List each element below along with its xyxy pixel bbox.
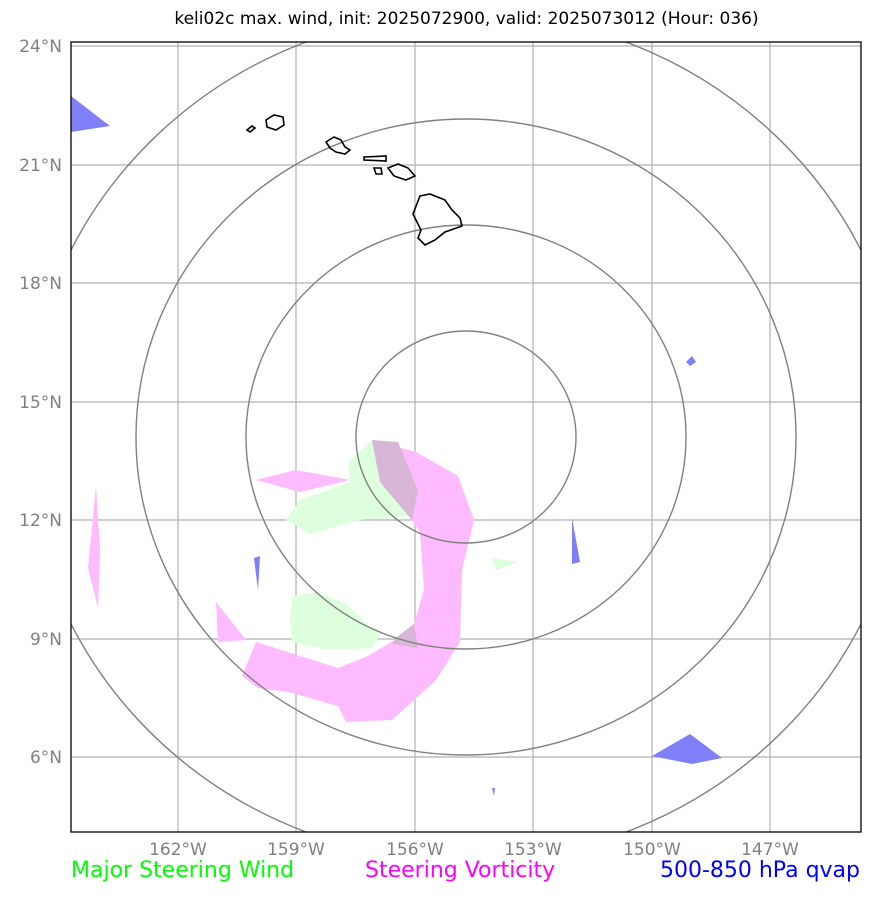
lat-tick-label: 9°N: [30, 630, 62, 650]
map-title: keli02c max. wind, init: 2025072900, val…: [174, 9, 759, 29]
lon-tick-label: 159°W: [267, 840, 325, 860]
qvap-areas: [71, 96, 722, 796]
range-ring: [355, 330, 577, 544]
steering-vorticity-area: [256, 470, 350, 492]
range-ring: [71, 42, 861, 832]
lon-tick-label: 150°W: [623, 840, 681, 860]
legend-steering-vorticity: Steering Vorticity: [365, 858, 556, 883]
maui-coast: [386, 163, 417, 181]
latitude-gridlines: [71, 45, 861, 758]
molokai-coast: [363, 155, 387, 162]
steering-vorticity-area: [216, 602, 246, 642]
lanai-coast: [372, 167, 383, 175]
lat-tick-label: 24°N: [19, 37, 62, 57]
range-rings: [71, 42, 861, 832]
kauai-coast: [265, 114, 285, 131]
qvap-area: [652, 734, 722, 764]
lat-tick-label: 15°N: [19, 393, 62, 413]
niihau-coast: [245, 125, 257, 133]
coastlines: [245, 114, 463, 246]
lat-tick-label: 6°N: [30, 748, 62, 768]
legend-qvap: 500-850 hPa qvap: [659, 858, 860, 883]
steering-wind-area: [492, 558, 518, 570]
longitude-gridlines: [177, 42, 771, 832]
overlap-area: [392, 624, 418, 648]
lon-tick-label: 162°W: [149, 840, 207, 860]
lat-tick-label: 12°N: [19, 511, 62, 531]
qvap-area: [572, 518, 580, 564]
steering-vorticity-area: [242, 440, 474, 722]
plot-frame: [70, 41, 862, 833]
steering-vorticity-area: [88, 486, 100, 608]
lat-tick-label: 21°N: [19, 156, 62, 176]
qvap-area: [254, 556, 260, 590]
steering-vorticity-areas: [88, 440, 474, 722]
hawaii-island-coast: [412, 193, 463, 246]
latitude-tick-labels: 24°N 21°N 18°N 15°N 12°N 9°N 6°N: [19, 37, 62, 768]
qvap-area: [71, 96, 110, 132]
lat-tick-label: 18°N: [19, 274, 62, 294]
qvap-area: [686, 356, 696, 366]
legend-steering-wind: Major Steering Wind: [71, 858, 295, 883]
overlap-area: [372, 440, 418, 520]
lon-tick-label: 147°W: [741, 840, 799, 860]
steering-wind-area: [290, 592, 380, 650]
range-ring: [245, 224, 687, 650]
range-ring: [135, 118, 797, 756]
oahu-coast: [324, 136, 352, 155]
qvap-area: [492, 788, 495, 796]
longitude-tick-labels: 162°W 159°W 156°W 153°W 150°W 147°W: [149, 840, 799, 860]
lon-tick-label: 156°W: [386, 840, 444, 860]
lon-tick-label: 153°W: [504, 840, 562, 860]
